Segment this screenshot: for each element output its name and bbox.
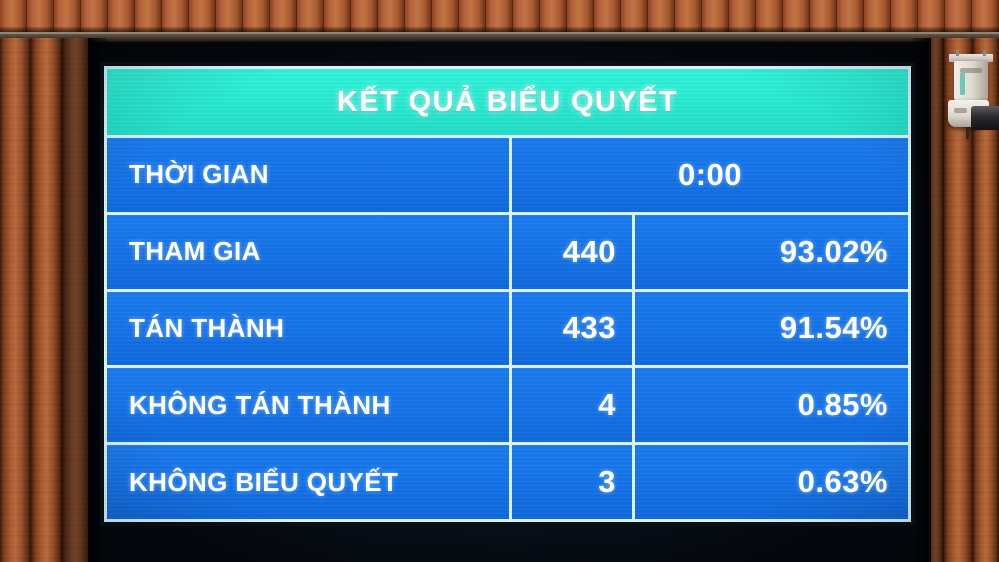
row-percent-cell: 93.02% [635, 214, 908, 289]
row-count: 440 [562, 233, 616, 269]
row-percent-cell: 0.63% [635, 445, 908, 519]
row-count: 3 [598, 464, 616, 500]
row-count-cell: 3 [512, 445, 632, 519]
camera-lens [971, 106, 999, 130]
row-label: TÁN THÀNH [129, 312, 285, 343]
row-label: KHÔNG TÁN THÀNH [129, 389, 391, 420]
row-label: KHÔNG BIỂU QUYẾT [129, 466, 399, 497]
table-row: KHÔNG TÁN THÀNH 4 0.85% [107, 368, 908, 443]
row-label-cell: TÁN THÀNH [107, 291, 509, 366]
camera-cable [966, 127, 969, 139]
table-row: THAM GIA 440 93.02% [107, 214, 908, 289]
row-count-cell: 440 [512, 214, 632, 289]
table-row: TÁN THÀNH 433 91.54% [107, 291, 908, 366]
board-header: KẾT QUẢ BIỂU QUYẾT [107, 69, 908, 135]
row-count-cell: 433 [512, 291, 632, 366]
left-wood-panel [0, 38, 90, 562]
camera-bracket [949, 50, 993, 62]
row-percent: 91.54% [779, 310, 888, 346]
row-percent-cell: 91.54% [635, 291, 908, 366]
row-percent: 0.63% [797, 464, 888, 500]
row-label-cell: THỜI GIAN [107, 138, 509, 212]
row-time-cell: 0:00 [512, 138, 908, 212]
wall-trim-ledge [0, 32, 999, 42]
security-camera-icon [943, 50, 999, 155]
row-percent: 0.85% [797, 387, 888, 423]
table-row: KHÔNG BIỂU QUYẾT 3 0.63% [107, 445, 908, 519]
results-table: THỜI GIAN 0:00 THAM GIA 440 93.02% [107, 135, 908, 519]
page-title: KẾT QUẢ BIỂU QUYẾT [337, 85, 678, 118]
led-display-panel: KẾT QUẢ BIỂU QUYẾT THỜI GIAN 0:00 THAM G… [100, 62, 915, 526]
time-value: 0:00 [677, 156, 743, 192]
row-label: THAM GIA [129, 236, 261, 267]
camera-housing [954, 61, 988, 100]
right-recess-shadow [913, 38, 931, 562]
table-row: THỜI GIAN 0:00 [107, 138, 908, 212]
row-label-cell: KHÔNG TÁN THÀNH [107, 368, 509, 443]
row-count: 433 [562, 310, 616, 346]
upper-wood-slat-band [0, 0, 999, 33]
row-percent: 93.02% [779, 233, 888, 269]
row-count: 4 [598, 387, 616, 423]
row-label: THỜI GIAN [129, 159, 269, 190]
row-percent-cell: 0.85% [635, 368, 908, 443]
camera-teal-strip [960, 73, 965, 95]
row-label-cell: KHÔNG BIỂU QUYẾT [107, 445, 509, 519]
voting-result-board: KẾT QUẢ BIỂU QUYẾT THỜI GIAN 0:00 THAM G… [104, 66, 911, 522]
row-label-cell: THAM GIA [107, 214, 509, 289]
row-count-cell: 4 [512, 368, 632, 443]
